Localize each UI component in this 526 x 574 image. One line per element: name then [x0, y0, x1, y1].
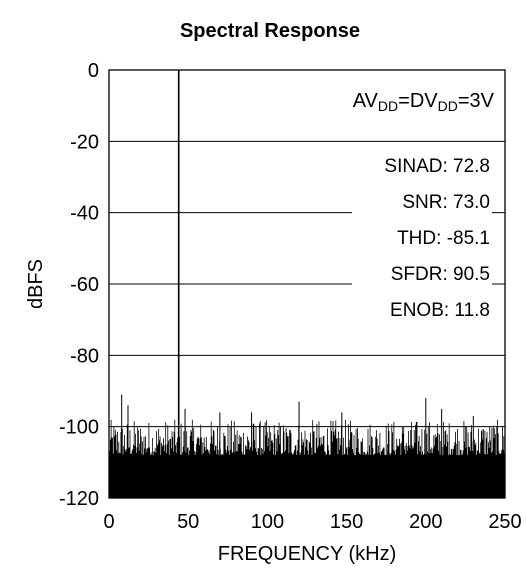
stat-value-0: 72.8: [453, 156, 490, 177]
y-axis-ticks: 0 -20 -40 -60 -80 -100 -120: [59, 60, 99, 510]
stat-label-0: SINAD:: [384, 156, 453, 177]
x-axis-ticks: 0 50 100 150 200 250: [103, 511, 521, 533]
plot-frame: [108, 69, 506, 499]
x-tick-label-4: 200: [409, 511, 442, 533]
chart-title: Spectral Response: [180, 20, 360, 42]
stat-1: SNR: 73.0: [402, 192, 490, 213]
x-tick-label-2: 100: [251, 511, 284, 533]
y-axis-label: dBFS: [25, 259, 47, 309]
noise-floor: [108, 419, 505, 498]
stat-label-1: SNR:: [402, 192, 453, 213]
stats-box-bg: [352, 150, 492, 295]
y-tick-label-2: -40: [70, 203, 99, 225]
noise-floor-trace: [108, 419, 505, 498]
y-tick-label-6: -120: [59, 488, 99, 510]
stat-3: SFDR: 90.5: [391, 264, 490, 285]
condition-part-2: =DV: [398, 90, 438, 112]
stat-2: THD: -85.1: [397, 228, 490, 249]
x-tick-label-3: 150: [330, 511, 363, 533]
condition-part-4: =3V: [458, 90, 495, 112]
x-tick-label-1: 50: [177, 511, 199, 533]
x-tick-label-5: 250: [488, 511, 521, 533]
y-tick-label-4: -80: [70, 345, 99, 367]
y-tick-label-0: 0: [88, 60, 99, 82]
y-tick-label-5: -100: [59, 417, 99, 439]
stat-label-3: SFDR:: [391, 264, 453, 285]
spectrum-trace: [121, 70, 474, 498]
x-tick-label-0: 0: [103, 511, 114, 533]
x-axis-label: FREQUENCY (kHz): [218, 543, 397, 565]
stat-value-4: 11.8: [454, 300, 490, 321]
y-tick-label-1: -20: [70, 131, 99, 153]
condition-part-1: DD: [378, 98, 398, 114]
condition-box-bg: [300, 80, 500, 120]
supply-condition-label: AVDD=DVDD=3V: [353, 90, 495, 114]
stat-0: SINAD: 72.8: [384, 156, 490, 177]
y-tick-label-3: -60: [70, 274, 99, 296]
stat-value-2: -85.1: [447, 228, 490, 249]
stat-label-4: ENOB:: [390, 300, 454, 321]
stat-value-1: 73.0: [453, 192, 490, 213]
stat-label-2: THD:: [397, 228, 447, 249]
stat-4: ENOB: 11.8: [390, 300, 490, 321]
condition-part-3: DD: [438, 98, 458, 114]
condition-part-0: AV: [353, 90, 379, 112]
stat-value-3: 90.5: [453, 264, 490, 285]
